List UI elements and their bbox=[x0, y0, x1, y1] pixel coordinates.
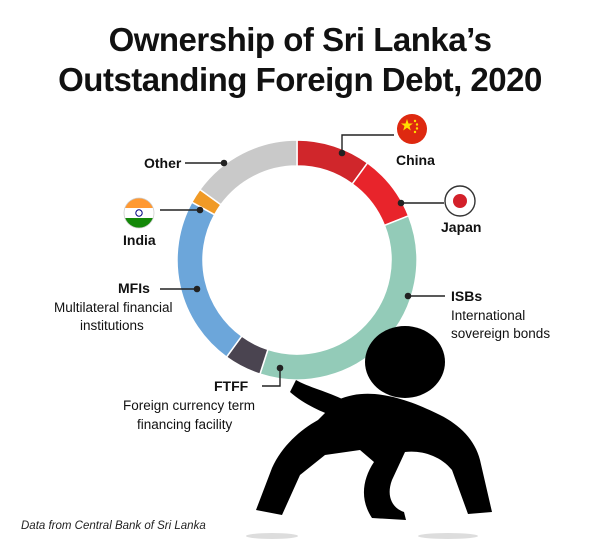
slice-japan bbox=[351, 161, 410, 227]
slice-labels: China Japan ISBs International sovereign… bbox=[54, 152, 550, 432]
slice-mfis bbox=[176, 201, 243, 359]
label-isbs: ISBs bbox=[451, 288, 482, 304]
figure-arm bbox=[290, 380, 348, 418]
china-flag-icon bbox=[397, 114, 427, 144]
japan-flag-icon bbox=[444, 185, 476, 217]
india-flag-icon bbox=[123, 197, 155, 229]
figure-foot-shadow-left bbox=[246, 533, 298, 539]
label-japan: Japan bbox=[441, 219, 481, 235]
slice-other bbox=[198, 139, 298, 206]
label-ftff: FTFF bbox=[214, 378, 249, 394]
label-china: China bbox=[396, 152, 435, 168]
leader-dot-india bbox=[196, 206, 204, 214]
leader-dot-mfis bbox=[193, 285, 201, 293]
label-isbs-desc-1: International bbox=[451, 308, 525, 323]
label-ftff-desc-2: financing facility bbox=[137, 417, 233, 432]
leader-line-ftff bbox=[262, 368, 281, 387]
label-other: Other bbox=[144, 155, 182, 171]
label-isbs-desc-2: sovereign bonds bbox=[451, 326, 550, 341]
figure-head bbox=[365, 326, 445, 398]
leader-line-china bbox=[341, 134, 394, 153]
leader-dots bbox=[193, 149, 412, 372]
source-note: Data from Central Bank of Sri Lanka bbox=[21, 520, 206, 532]
leader-dot-ftff bbox=[276, 364, 284, 372]
leader-dot-isbs bbox=[404, 292, 412, 300]
label-mfis-desc-1: Multilateral financial bbox=[54, 300, 173, 315]
leader-dot-other bbox=[220, 159, 228, 167]
label-ftff-desc-1: Foreign currency term bbox=[123, 398, 255, 413]
chart-title-line-1: Ownership of Sri Lanka’s bbox=[108, 21, 492, 58]
figure-foot-shadow-right bbox=[418, 533, 478, 539]
chart-title-line-2: Outstanding Foreign Debt, 2020 bbox=[58, 61, 542, 98]
label-mfis: MFIs bbox=[118, 280, 150, 296]
figure-carrying-debt-icon bbox=[256, 326, 492, 520]
label-mfis-desc-2: institutions bbox=[80, 318, 144, 333]
chart-title: Ownership of Sri Lanka’s Outstanding For… bbox=[0, 20, 600, 100]
leader-lines bbox=[160, 134, 445, 387]
leader-dot-china bbox=[338, 149, 346, 157]
figure-body bbox=[256, 393, 492, 520]
leader-dot-japan bbox=[397, 199, 405, 207]
label-india: India bbox=[123, 232, 156, 248]
